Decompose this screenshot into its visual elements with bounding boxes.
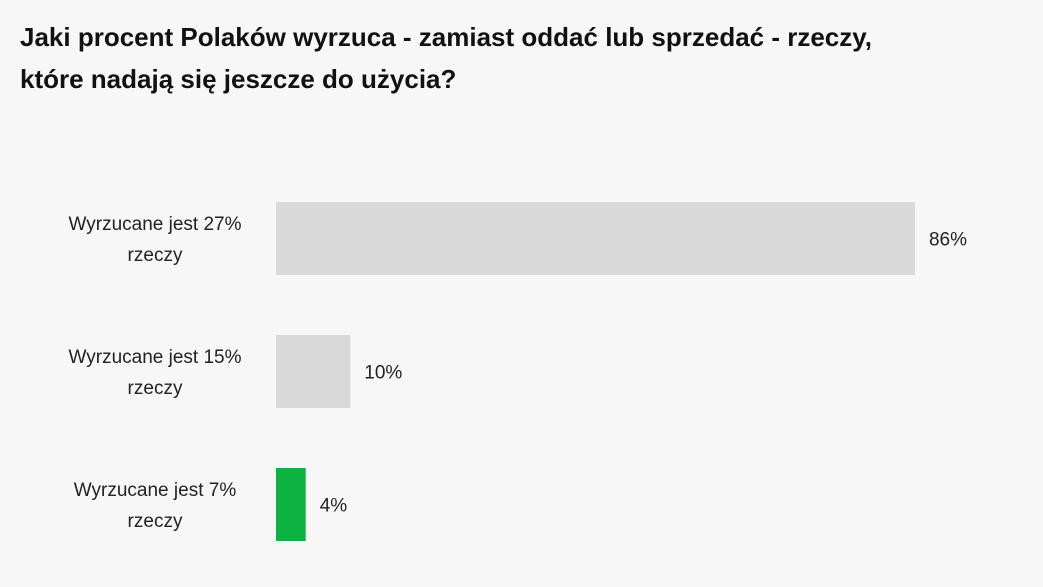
value-label-1: 86%	[929, 230, 967, 251]
category-label-2: Wyrzucane jest 15% rzeczy	[68, 347, 241, 399]
chart-title-line-2: które nadają się jeszcze do użycia?	[20, 64, 457, 94]
value-label-3: 4%	[320, 496, 348, 517]
category-label-3: Wyrzucane jest 7% rzeczy	[74, 480, 237, 532]
bar-2	[276, 335, 351, 408]
value-label-2: 10%	[364, 363, 402, 384]
chart-title: Jaki procent Polaków wyrzuca - zamiast o…	[20, 16, 1020, 100]
bar-3	[276, 468, 306, 541]
category-label-1: Wyrzucane jest 27% rzeczy	[68, 214, 241, 266]
bar-1	[276, 202, 915, 275]
chart-title-line-1: Jaki procent Polaków wyrzuca - zamiast o…	[20, 22, 873, 52]
